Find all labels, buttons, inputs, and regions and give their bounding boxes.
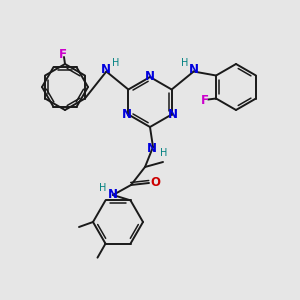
- Text: N: N: [189, 63, 199, 76]
- Text: N: N: [122, 108, 132, 121]
- Text: N: N: [168, 108, 178, 121]
- Text: F: F: [59, 47, 67, 61]
- Text: O: O: [150, 176, 160, 188]
- Text: H: H: [112, 58, 119, 68]
- Text: N: N: [147, 142, 157, 154]
- Text: F: F: [201, 94, 209, 107]
- Text: N: N: [108, 188, 118, 200]
- Text: H: H: [99, 183, 107, 193]
- Text: N: N: [101, 63, 111, 76]
- Text: N: N: [145, 70, 155, 83]
- Text: H: H: [181, 58, 188, 68]
- Text: H: H: [160, 148, 168, 158]
